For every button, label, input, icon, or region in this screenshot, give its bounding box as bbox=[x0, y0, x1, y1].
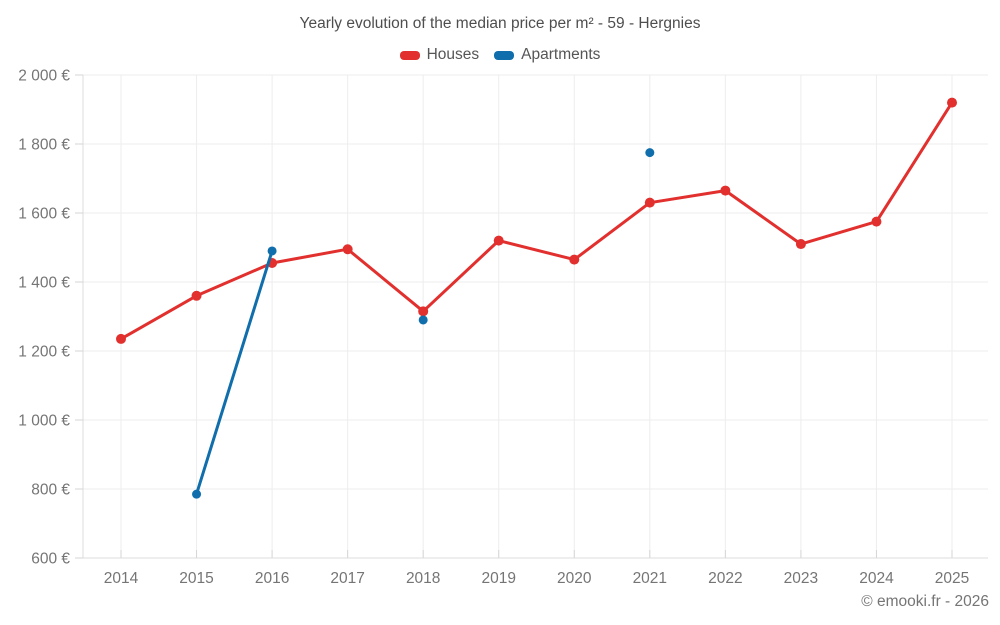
data-point-houses-2020[interactable] bbox=[569, 254, 580, 265]
data-point-houses-2023[interactable] bbox=[795, 239, 806, 250]
x-axis-tick-label: 2024 bbox=[859, 570, 894, 587]
y-axis-labels: 600 € 800 € 1 000 € 1 200 € 1 400 € 1 600 € 1 … bbox=[18, 68, 70, 568]
data-point-houses-2022[interactable] bbox=[720, 185, 731, 196]
data-point-houses-2024[interactable] bbox=[871, 216, 882, 227]
data-point-houses-2017[interactable] bbox=[342, 244, 353, 255]
x-axis-tick-label: 2022 bbox=[708, 570, 742, 587]
data-point-houses-2021[interactable] bbox=[644, 197, 655, 208]
chart-title: Yearly evolution of the median price per… bbox=[299, 15, 701, 32]
y-axis-tick-label: 1 200 € bbox=[18, 344, 70, 361]
x-axis-tick-label: 2015 bbox=[179, 570, 213, 587]
houses-series-color-swatch bbox=[399, 50, 420, 60]
houses-series bbox=[116, 97, 957, 344]
legend-label-apartments: Apartments bbox=[521, 46, 601, 63]
grid-lines bbox=[83, 74, 988, 559]
data-point-houses-2016[interactable] bbox=[267, 258, 278, 269]
y-axis-tick-label: 600 € bbox=[31, 551, 70, 568]
y-axis-tick-label: 1 400 € bbox=[18, 275, 70, 292]
houses-series-line bbox=[119, 101, 954, 341]
data-point-houses-2014[interactable] bbox=[116, 333, 126, 344]
legend-item-apartments[interactable]: Apartments bbox=[494, 46, 600, 64]
data-point-houses-2015[interactable] bbox=[191, 290, 202, 301]
y-axis-tick-label: 1 600 € bbox=[18, 206, 70, 223]
legend-label-houses: Houses bbox=[426, 46, 480, 63]
x-axis-tick-label: 2014 bbox=[104, 570, 139, 587]
data-point-apartments-2015[interactable] bbox=[192, 489, 202, 499]
data-point-apartments-2016[interactable] bbox=[267, 246, 277, 256]
x-axis-tick-label: 2019 bbox=[481, 570, 515, 587]
x-axis-tick-label: 2018 bbox=[406, 570, 440, 587]
y-axis-tick-label: 1 000 € bbox=[18, 413, 70, 430]
x-axis-tick-label: 2016 bbox=[255, 570, 289, 587]
data-point-houses-2019[interactable] bbox=[493, 235, 504, 246]
data-point-apartments-2018[interactable] bbox=[418, 315, 428, 325]
y-axis-tick-label: 1 800 € bbox=[18, 137, 70, 154]
copyright-watermark: © emooki.fr - 2026 bbox=[861, 593, 989, 610]
x-axis-tick-label: 2017 bbox=[330, 570, 364, 587]
legend-item-houses[interactable]: Houses bbox=[399, 46, 480, 64]
data-point-houses-2018[interactable] bbox=[418, 306, 429, 317]
data-point-houses-2025[interactable] bbox=[947, 97, 957, 108]
x-axis-labels: 2014 2015 2016 2017 2018 2019 2020 2021 2022 2023… bbox=[104, 570, 969, 587]
x-axis-tick-label: 2023 bbox=[784, 570, 818, 587]
y-axis-tick-label: 2 000 € bbox=[18, 68, 70, 85]
axes bbox=[75, 74, 953, 559]
y-axis-tick-label: 800 € bbox=[31, 482, 70, 499]
x-axis-tick-label: 2025 bbox=[935, 570, 969, 587]
chart-legend: Houses Apartments bbox=[0, 46, 1000, 64]
apartments-series-color-swatch bbox=[494, 50, 515, 60]
data-point-apartments-2021[interactable] bbox=[645, 148, 655, 158]
x-axis-tick-label: 2021 bbox=[633, 570, 667, 587]
x-axis-tick-label: 2020 bbox=[557, 570, 592, 587]
apartments-series bbox=[192, 148, 655, 499]
